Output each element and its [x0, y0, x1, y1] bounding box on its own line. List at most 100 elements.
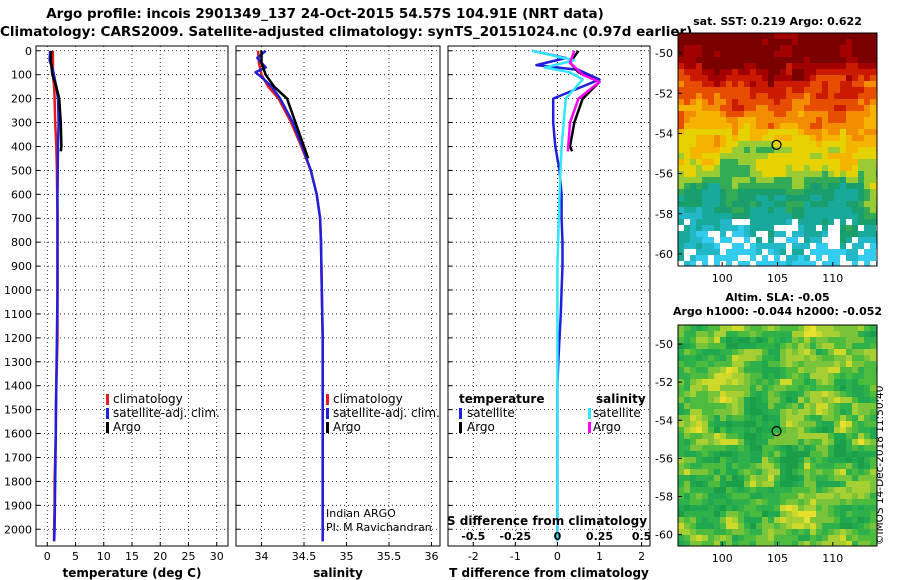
sla_map-cell	[690, 373, 696, 379]
sla_map-cell	[708, 487, 714, 493]
sla_map-cell	[756, 475, 762, 481]
sst_map-cell	[846, 105, 852, 111]
sst_map-cell	[774, 243, 780, 249]
sst_map-cell	[702, 129, 708, 135]
sla_map-cell	[756, 499, 762, 505]
sla_map-cell	[852, 349, 858, 355]
sst_map-cell	[696, 81, 702, 87]
sla_map-cell	[756, 403, 762, 409]
sst_map-cell	[828, 249, 834, 255]
sla_map-cell	[864, 481, 870, 487]
sst_map-cell	[690, 75, 696, 81]
sla_map-cell	[768, 499, 774, 505]
sst_map-cell	[816, 249, 822, 255]
sla_map-cell	[768, 409, 774, 415]
sla_map-cell	[744, 469, 750, 475]
sst_map-cell	[690, 171, 696, 177]
sdiff-tick-label: -0.25	[499, 530, 531, 543]
sst_map-cell	[744, 201, 750, 207]
sla_map-cell	[690, 493, 696, 499]
sla_map-cell	[858, 463, 864, 469]
sla_map-cell	[774, 355, 780, 361]
sst_map-cell	[744, 123, 750, 129]
sst_map-cell	[708, 117, 714, 123]
sla_map-cell	[714, 433, 720, 439]
sla_map-cell	[774, 469, 780, 475]
sst_map-cell	[726, 117, 732, 123]
sst_map-cell	[702, 165, 708, 171]
sst_map-cell	[756, 141, 762, 147]
sst_map-cell	[870, 81, 876, 87]
sla_map-cell	[864, 391, 870, 397]
sst_map-cell	[810, 225, 816, 231]
sst_map-cell	[822, 45, 828, 51]
sst_map-cell	[864, 243, 870, 249]
sla_map-cell	[720, 487, 726, 493]
sla_map-cell	[708, 463, 714, 469]
sst_map-cell	[762, 219, 768, 225]
sst_map-cell	[846, 141, 852, 147]
sla_map-cell	[774, 493, 780, 499]
sla_map-cell	[756, 391, 762, 397]
sla_map-cell	[858, 523, 864, 529]
sst_map-cell	[738, 231, 744, 237]
sst_map-cell	[684, 123, 690, 129]
sst_map-cell	[840, 231, 846, 237]
sla_map-cell	[834, 529, 840, 535]
sst_map-cell	[702, 261, 708, 266]
sst_map-cell	[804, 63, 810, 69]
sst_map-cell	[762, 153, 768, 159]
sla_map-cell	[786, 439, 792, 445]
sla_map-cell	[732, 529, 738, 535]
sst_map-cell	[744, 75, 750, 81]
sst_map-cell	[690, 135, 696, 141]
sst_map-cell	[738, 171, 744, 177]
sla_map-cell	[840, 325, 846, 331]
sla_map-cell	[714, 469, 720, 475]
sla_map-cell	[744, 337, 750, 343]
sla_map-cell	[690, 397, 696, 403]
sla_map-cell	[864, 385, 870, 391]
sla_map-cell	[774, 427, 780, 433]
sst_map-cell	[732, 255, 738, 261]
sst_map-cell	[720, 141, 726, 147]
sla_map-cell	[756, 385, 762, 391]
sla_map-cell	[756, 325, 762, 331]
sla_map-cell	[762, 355, 768, 361]
sst_map-cell	[840, 261, 846, 266]
sst_map-cell	[714, 75, 720, 81]
sla_map-cell	[768, 451, 774, 457]
sst_map-cell	[744, 33, 750, 39]
sst_map-cell	[732, 165, 738, 171]
sst_map-cell	[684, 231, 690, 237]
sla_map-cell	[816, 427, 822, 433]
sla_map-cell	[828, 517, 834, 523]
sla_map-cell	[714, 517, 720, 523]
sst_map-cell	[732, 57, 738, 63]
sla_map-cell	[726, 331, 732, 337]
sst_map-cell	[732, 33, 738, 39]
sla_map-cell	[852, 529, 858, 535]
sst_map-cell	[720, 225, 726, 231]
sst_map-cell	[810, 135, 816, 141]
sla_map-cell	[792, 469, 798, 475]
sla_map-cell	[792, 391, 798, 397]
sla_map-cell	[792, 445, 798, 451]
sla_map-cell	[828, 337, 834, 343]
sla_map-cell	[750, 355, 756, 361]
sst_map-cell	[846, 39, 852, 45]
sla_map-cell	[762, 475, 768, 481]
sla_map-cell	[714, 535, 720, 541]
sst_map-cell	[732, 237, 738, 243]
sla_map-cell	[858, 517, 864, 523]
sla_map-cell	[702, 361, 708, 367]
sst_map-cell	[684, 213, 690, 219]
sla_map-cell	[696, 379, 702, 385]
sst_map-cell	[774, 201, 780, 207]
sst_map-cell	[720, 69, 726, 75]
sla_map-cell	[744, 505, 750, 511]
sla_map-cell	[690, 499, 696, 505]
sst_map-cell	[690, 33, 696, 39]
sst_map-cell	[744, 177, 750, 183]
sla_map-cell	[858, 457, 864, 463]
